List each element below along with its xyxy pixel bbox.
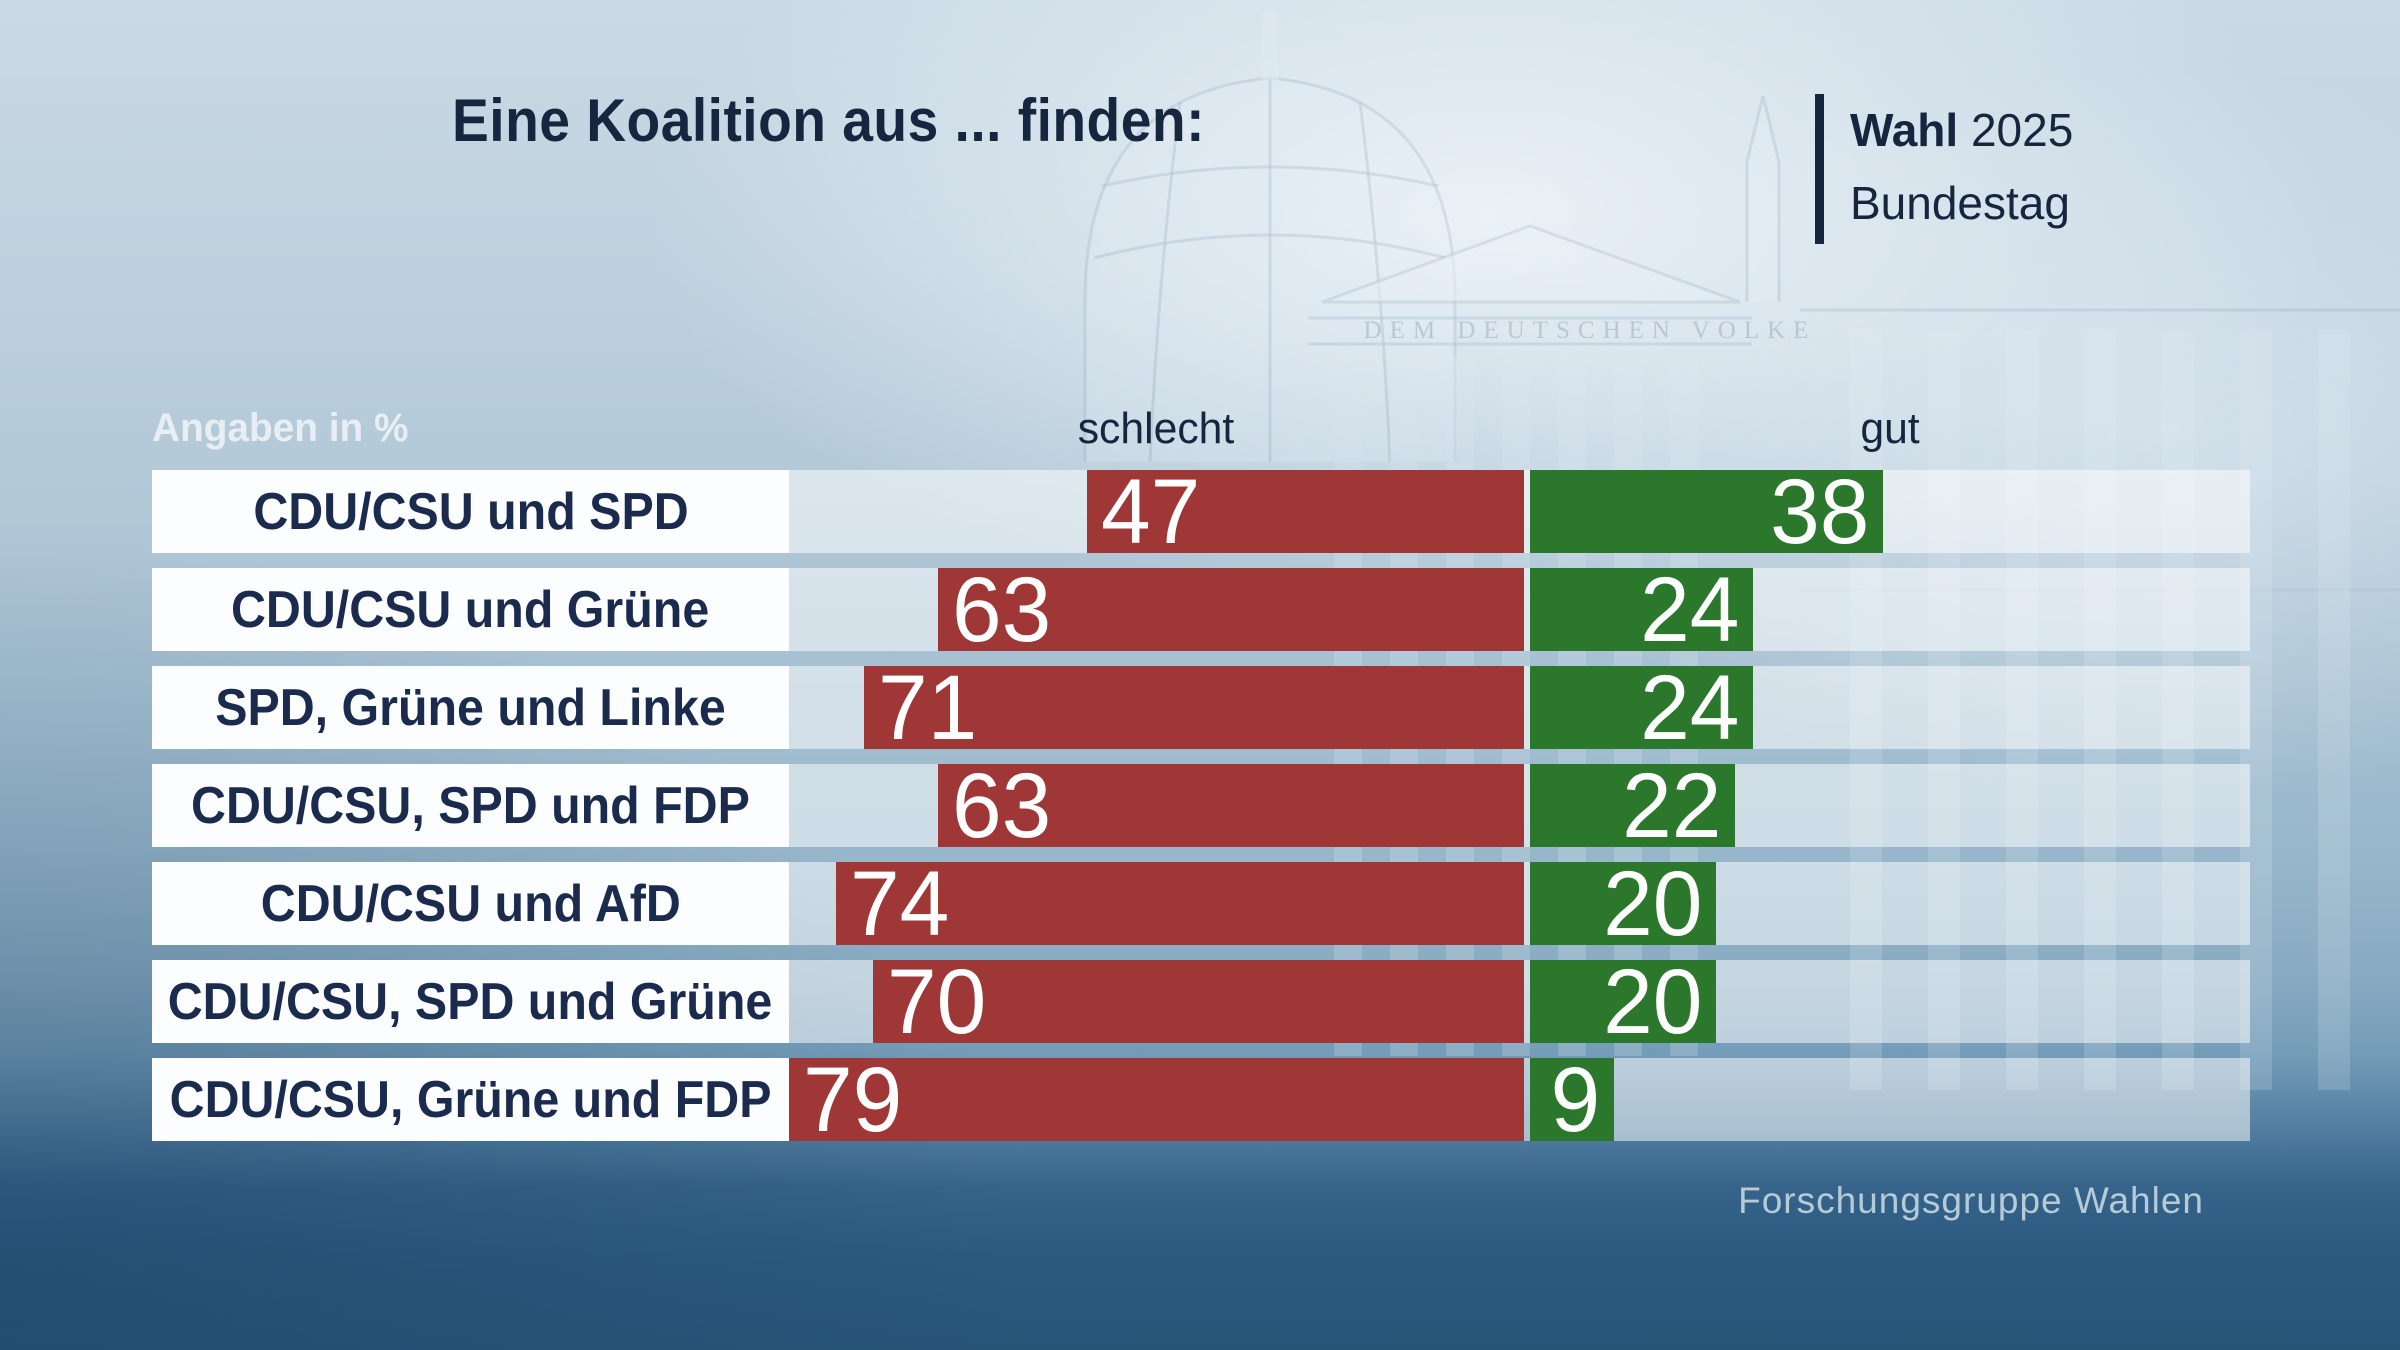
bar-track: 70 20 [789, 956, 2250, 1048]
source-credit: Forschungsgruppe Wahlen [1738, 1180, 2204, 1221]
spire-silhouette [1745, 95, 1781, 302]
bar-schlecht: 79 [789, 1054, 1524, 1146]
bar-value-gut: 20 [1602, 950, 1702, 1053]
brand-badge: Wahl 2025 Bundestag [1815, 94, 2073, 244]
bar-gut: 38 [1530, 466, 1883, 558]
units-note: Angaben in % [152, 406, 409, 450]
bar-value-schlecht: 74 [850, 852, 950, 955]
page-title: Eine Koalition aus ... finden: [452, 87, 1205, 154]
bar-gut: 22 [1530, 760, 1735, 852]
bar-value-schlecht: 47 [1101, 460, 1201, 563]
bar-value-gut: 22 [1621, 754, 1721, 857]
brand-text: Wahl 2025 Bundestag [1850, 94, 2073, 244]
bar-track: 71 24 [789, 662, 2250, 754]
bar-value-schlecht: 70 [887, 950, 987, 1053]
dome-silhouette [1083, 9, 1457, 463]
bar-gut: 9 [1530, 1054, 1614, 1146]
bar-value-schlecht: 71 [878, 656, 978, 759]
coalition-label-text: CDU/CSU und Grüne [231, 580, 710, 639]
bar-schlecht: 47 [1087, 466, 1524, 558]
bar-schlecht: 74 [836, 858, 1524, 950]
coalition-label-text: CDU/CSU, Grüne und FDP [169, 1070, 772, 1129]
coalition-label-text: CDU/CSU, SPD und FDP [191, 776, 750, 835]
brand-line-1: Wahl 2025 [1850, 94, 2073, 167]
bar-value-gut: 24 [1639, 558, 1739, 661]
coalition-label: CDU/CSU und SPD [152, 470, 789, 553]
coalition-label-text: SPD, Grüne und Linke [215, 678, 726, 737]
bar-value-gut: 24 [1639, 656, 1739, 759]
table-row: CDU/CSU und AfD 74 20 [152, 858, 2250, 950]
coalition-label: SPD, Grüne und Linke [152, 666, 789, 749]
coalition-label: CDU/CSU, Grüne und FDP [152, 1058, 789, 1141]
brand-divider-bar [1815, 94, 1824, 244]
bar-value-schlecht: 79 [803, 1048, 903, 1151]
bar-value-gut: 20 [1602, 852, 1702, 955]
bar-schlecht: 63 [938, 564, 1524, 656]
table-row: SPD, Grüne und Linke 71 24 [152, 662, 2250, 754]
coalition-label: CDU/CSU und AfD [152, 862, 789, 945]
bar-track: 63 22 [789, 760, 2250, 852]
bar-schlecht: 71 [864, 662, 1524, 754]
bar-track: 47 38 [789, 466, 2250, 558]
table-row: CDU/CSU, SPD und FDP 63 22 [152, 760, 2250, 852]
bar-gut: 24 [1530, 564, 1753, 656]
table-row: CDU/CSU und SPD 47 38 [152, 466, 2250, 558]
table-row: CDU/CSU, Grüne und FDP 79 9 [152, 1054, 2250, 1146]
coalition-label: CDU/CSU und Grüne [152, 568, 789, 651]
brand-line-2: Bundestag [1850, 177, 2070, 229]
coalition-label-text: CDU/CSU und AfD [260, 874, 681, 933]
bar-gut: 20 [1530, 956, 1716, 1048]
brand-year: 2025 [1970, 104, 2074, 156]
bar-gut: 20 [1530, 858, 1716, 950]
bar-value-gut: 9 [1550, 1048, 1600, 1151]
table-row: CDU/CSU, SPD und Grüne 70 20 [152, 956, 2250, 1048]
column-header-schlecht: schlecht [1077, 404, 1235, 453]
building-inscription: DEM DEUTSCHEN VOLKE [1364, 317, 1817, 344]
bar-schlecht: 63 [938, 760, 1524, 852]
coalition-label: CDU/CSU, SPD und FDP [152, 764, 789, 847]
pediment-silhouette [1308, 224, 1752, 346]
bar-value-schlecht: 63 [952, 754, 1052, 857]
coalition-label-text: CDU/CSU, SPD und Grüne [168, 972, 773, 1031]
bar-value-gut: 38 [1769, 460, 1869, 563]
bar-track: 63 24 [789, 564, 2250, 656]
bar-value-schlecht: 63 [952, 558, 1052, 661]
bar-track: 74 20 [789, 858, 2250, 950]
coalition-bar-chart: CDU/CSU und SPD 47 38 CDU/CSU und Grüne 63 24… [152, 466, 2250, 1156]
bar-gut: 24 [1530, 662, 1753, 754]
coalition-label: CDU/CSU, SPD und Grüne [152, 960, 789, 1043]
column-header-gut: gut [1860, 404, 1920, 453]
coalition-label-text: CDU/CSU und SPD [252, 482, 689, 541]
bar-schlecht: 70 [873, 956, 1524, 1048]
table-row: CDU/CSU und Grüne 63 24 [152, 564, 2250, 656]
brand-program: Wahl [1850, 104, 1959, 156]
bar-track: 79 9 [789, 1054, 2250, 1146]
